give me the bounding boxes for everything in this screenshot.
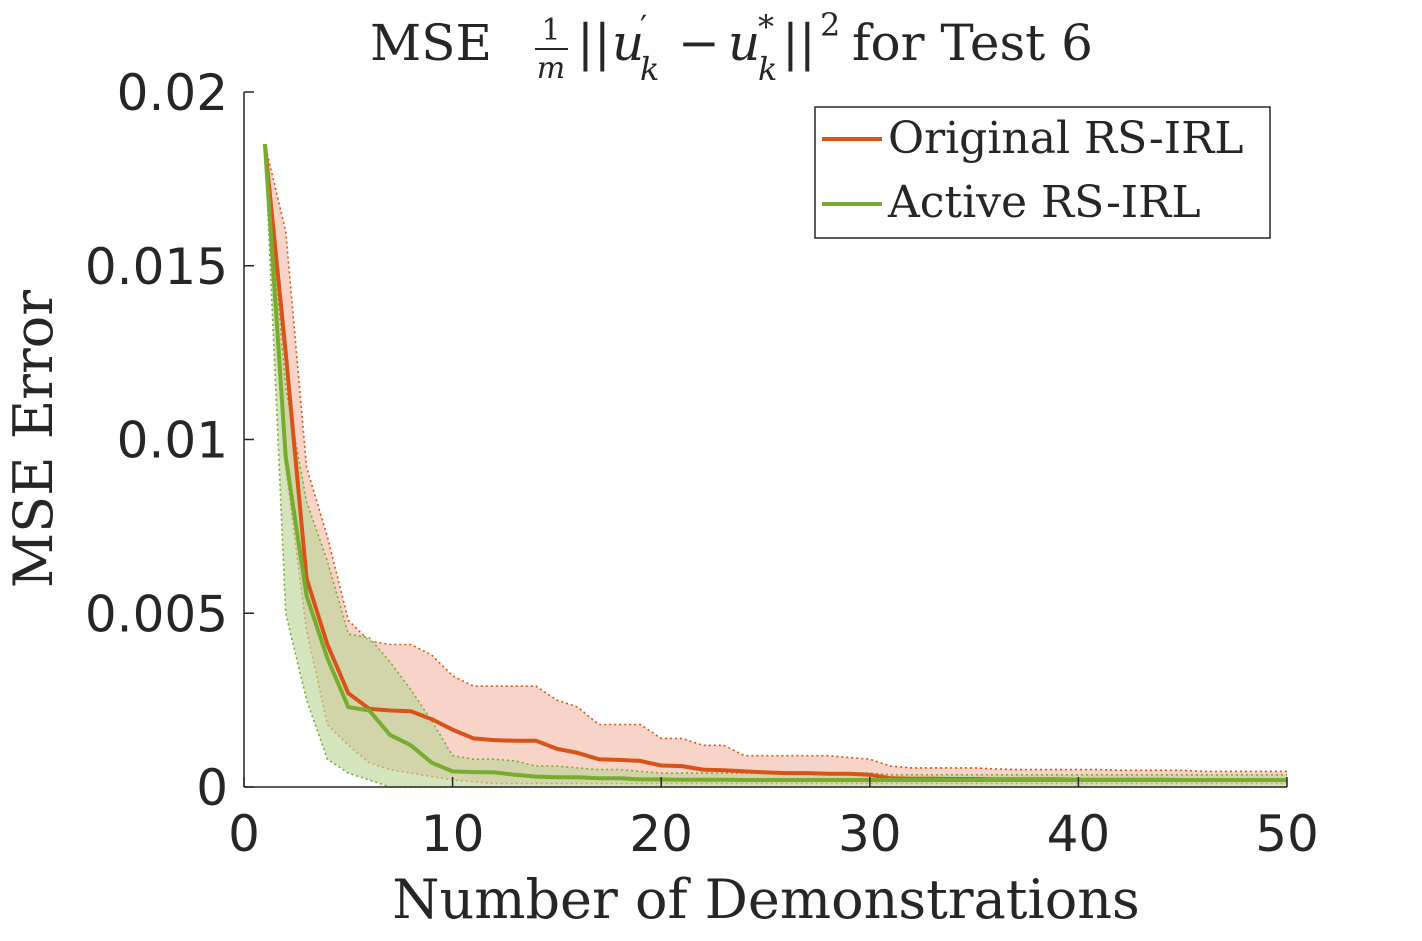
legend-label-active: Active RS-IRL [887,177,1201,228]
chart-title: MSE 1 m || u ′ k − u * k || 2 for Test 6 [370,6,1093,88]
mean-lines [262,143,1287,782]
title-sub-k-2: k [758,50,777,88]
title-u-star: u [728,14,760,72]
title-prime-mark: ′ [640,8,647,46]
band-upper-active-rs-irl [264,144,1287,776]
title-frac-numerator: 1 [541,13,560,48]
band-active-rs-irl [264,144,1287,788]
title-suffix: for Test 6 [852,14,1093,72]
y-tick-label: 0.02 [117,64,228,122]
legend-label-original: Original RS-IRL [888,113,1244,164]
x-ticks: 0 10 20 30 40 50 [228,777,1319,863]
title-minus: − [678,14,720,72]
title-prefix: MSE [370,14,492,72]
title-u-prime: u [612,14,644,72]
title-norm-open: || [577,14,611,72]
legend: Original RS-IRL Active RS-IRL [814,106,1271,239]
y-tick-label: 0.005 [85,585,228,643]
legend-box [814,106,1271,239]
y-tick-label: 0.01 [117,412,228,470]
x-tick-label: 50 [1255,805,1319,863]
title-sub-k-1: k [640,50,659,88]
line-active-rs-irl [262,143,1287,782]
x-tick-label: 40 [1047,805,1111,863]
y-tick-label: 0 [196,759,228,817]
x-axis-label: Number of Demonstrations [392,868,1140,931]
x-tick-label: 0 [228,805,260,863]
y-ticks: 0 0.005 0.01 0.015 0.02 [85,64,254,817]
band-upper-original-rs-irl [264,143,1287,773]
y-axis-label: MSE Error [2,290,65,588]
x-tick-label: 20 [629,805,693,863]
title-norm-close: || [782,14,816,72]
y-tick-label: 0.015 [85,238,228,296]
title-star-mark: * [758,8,774,46]
x-tick-label: 10 [421,805,485,863]
title-power: 2 [820,6,840,44]
x-tick-label: 30 [838,805,902,863]
title-frac-denominator: m [537,51,565,86]
